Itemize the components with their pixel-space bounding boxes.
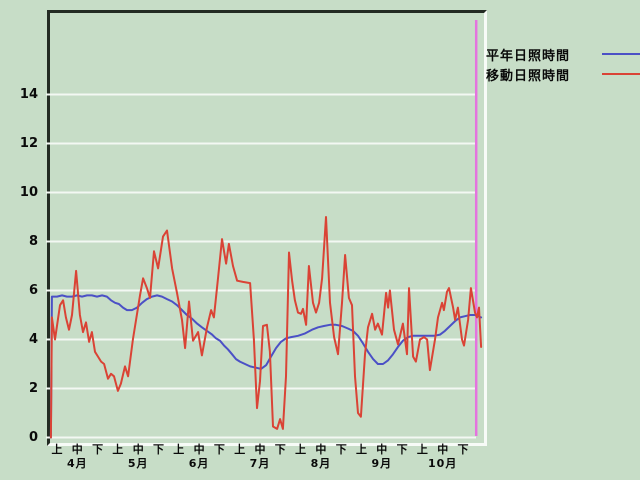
x-tick-label-7-1: 中 — [254, 443, 266, 456]
x-tick-label-9-1: 中 — [376, 443, 388, 456]
legend-label: 移動日照時間 — [486, 68, 571, 84]
x-tick-label-5-0: 上 — [112, 443, 124, 456]
y-tick-label-14: 14 — [19, 86, 38, 102]
x-tick-label-10-1: 中 — [437, 443, 449, 456]
x-month-label-9: 9月 — [371, 457, 393, 470]
y-tick-label-12: 12 — [19, 135, 38, 151]
plot-frame — [47, 10, 487, 446]
x-tick-label-8-2: 下 — [335, 443, 347, 456]
legend-label: 平年日照時間 — [486, 48, 571, 64]
legend: 平年日照時間 移動日照時間 — [486, 44, 640, 84]
x-month-label-5: 5月 — [127, 457, 149, 470]
legend-item-normal-sunshine: 平年日照時間 — [486, 44, 640, 64]
y-tick-label-4: 4 — [28, 331, 38, 347]
x-tick-label-5-1: 中 — [132, 443, 144, 456]
x-tick-label-7-2: 下 — [274, 443, 286, 456]
x-month-label-10: 10月 — [428, 457, 458, 470]
y-tick-label-10: 10 — [19, 184, 38, 200]
x-tick-label-9-2: 下 — [396, 443, 408, 456]
y-tick-label-2: 2 — [28, 380, 38, 396]
x-tick-label-6-1: 中 — [193, 443, 205, 456]
y-tick-label-8: 8 — [28, 233, 38, 249]
y-axis: 0 2 4 6 8 10 12 14 — [0, 0, 38, 480]
legend-item-moving-sunshine: 移動日照時間 — [486, 64, 640, 84]
x-tick-label-10-0: 上 — [416, 443, 428, 456]
x-tick-label-7-0: 上 — [234, 443, 246, 456]
x-month-label-4: 4月 — [66, 457, 88, 470]
x-month-label-7: 7月 — [249, 457, 271, 470]
x-month-label-6: 6月 — [188, 457, 210, 470]
x-tick-label-4-2: 下 — [92, 443, 104, 456]
y-tick-label-6: 6 — [28, 282, 38, 298]
x-tick-label-6-2: 下 — [213, 443, 225, 456]
y-tick-label-0: 0 — [28, 429, 38, 445]
legend-line-swatch — [602, 53, 640, 55]
legend-line-swatch — [602, 73, 640, 75]
x-tick-label-9-0: 上 — [356, 443, 367, 456]
x-tick-label-8-0: 上 — [295, 443, 307, 456]
x-month-label-8: 8月 — [310, 457, 332, 470]
x-tick-label-8-1: 中 — [315, 443, 327, 456]
x-tick-label-4-0: 上 — [51, 443, 63, 456]
x-tick-label-4-1: 中 — [71, 443, 83, 456]
x-tick-label-5-2: 下 — [153, 443, 164, 456]
x-tick-label-6-0: 上 — [173, 443, 185, 456]
x-tick-label-10-2: 下 — [457, 443, 469, 456]
